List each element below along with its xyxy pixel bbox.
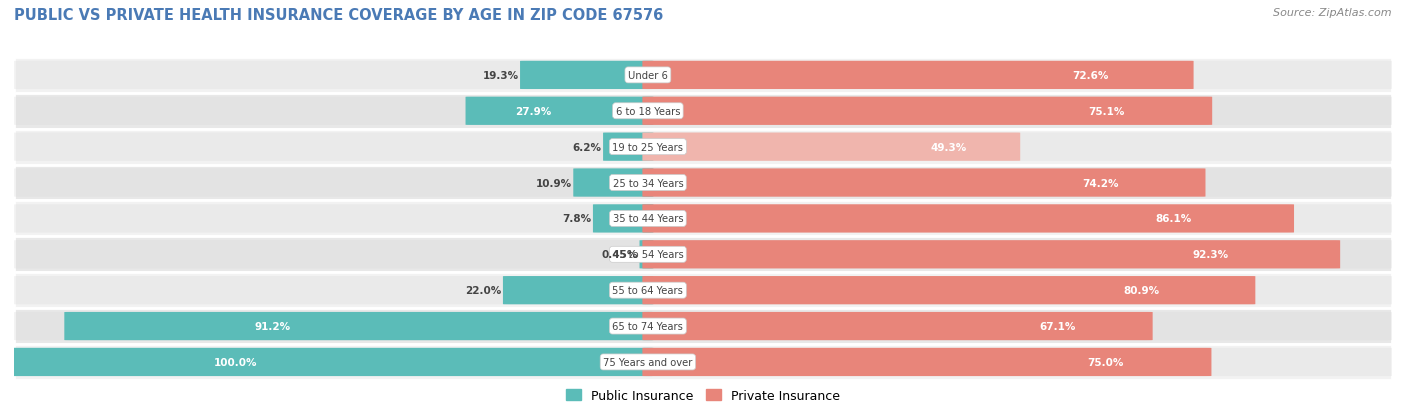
Text: 75.1%: 75.1%: [1088, 107, 1125, 116]
FancyBboxPatch shape: [643, 205, 1294, 233]
Text: 35 to 44 Years: 35 to 44 Years: [613, 214, 683, 224]
FancyBboxPatch shape: [65, 312, 654, 340]
Text: 80.9%: 80.9%: [1123, 285, 1160, 295]
Text: 27.9%: 27.9%: [515, 107, 551, 116]
FancyBboxPatch shape: [8, 348, 654, 376]
FancyBboxPatch shape: [14, 240, 1392, 269]
Text: 91.2%: 91.2%: [254, 321, 290, 331]
FancyBboxPatch shape: [14, 312, 1392, 340]
FancyBboxPatch shape: [643, 97, 1212, 126]
FancyBboxPatch shape: [643, 312, 1153, 340]
Text: 22.0%: 22.0%: [465, 285, 502, 295]
FancyBboxPatch shape: [14, 237, 1392, 273]
Text: 25 to 34 Years: 25 to 34 Years: [613, 178, 683, 188]
Text: 92.3%: 92.3%: [1192, 250, 1229, 260]
Text: 19.3%: 19.3%: [482, 71, 519, 81]
FancyBboxPatch shape: [14, 58, 1392, 94]
Text: 55 to 64 Years: 55 to 64 Years: [613, 285, 683, 295]
FancyBboxPatch shape: [14, 344, 1392, 380]
FancyBboxPatch shape: [14, 201, 1392, 237]
FancyBboxPatch shape: [14, 165, 1392, 201]
FancyBboxPatch shape: [643, 62, 1194, 90]
FancyBboxPatch shape: [14, 348, 1392, 376]
Text: 7.8%: 7.8%: [562, 214, 592, 224]
FancyBboxPatch shape: [14, 97, 1392, 126]
Text: 6 to 18 Years: 6 to 18 Years: [616, 107, 681, 116]
Text: 10.9%: 10.9%: [536, 178, 572, 188]
Text: 75 Years and over: 75 Years and over: [603, 357, 693, 367]
FancyBboxPatch shape: [593, 205, 654, 233]
FancyBboxPatch shape: [14, 276, 1392, 305]
FancyBboxPatch shape: [14, 169, 1392, 197]
FancyBboxPatch shape: [643, 133, 1021, 161]
Text: 72.6%: 72.6%: [1073, 71, 1109, 81]
Legend: Public Insurance, Private Insurance: Public Insurance, Private Insurance: [561, 384, 845, 407]
Text: 74.2%: 74.2%: [1083, 178, 1119, 188]
FancyBboxPatch shape: [640, 241, 654, 269]
FancyBboxPatch shape: [643, 169, 1205, 197]
Text: Source: ZipAtlas.com: Source: ZipAtlas.com: [1274, 8, 1392, 18]
Text: 67.1%: 67.1%: [1039, 321, 1076, 331]
Text: 75.0%: 75.0%: [1087, 357, 1123, 367]
Text: PUBLIC VS PRIVATE HEALTH INSURANCE COVERAGE BY AGE IN ZIP CODE 67576: PUBLIC VS PRIVATE HEALTH INSURANCE COVER…: [14, 8, 664, 23]
FancyBboxPatch shape: [14, 273, 1392, 309]
FancyBboxPatch shape: [465, 97, 654, 126]
Text: 100.0%: 100.0%: [214, 357, 257, 367]
Text: 45 to 54 Years: 45 to 54 Years: [613, 250, 683, 260]
FancyBboxPatch shape: [603, 133, 654, 161]
Text: 86.1%: 86.1%: [1156, 214, 1191, 224]
Text: 19 to 25 Years: 19 to 25 Years: [613, 142, 683, 152]
Text: Under 6: Under 6: [628, 71, 668, 81]
FancyBboxPatch shape: [14, 94, 1392, 129]
FancyBboxPatch shape: [14, 133, 1392, 161]
FancyBboxPatch shape: [14, 205, 1392, 233]
FancyBboxPatch shape: [643, 348, 1212, 376]
FancyBboxPatch shape: [574, 169, 654, 197]
FancyBboxPatch shape: [14, 309, 1392, 344]
FancyBboxPatch shape: [520, 62, 654, 90]
Text: 6.2%: 6.2%: [572, 142, 602, 152]
FancyBboxPatch shape: [14, 62, 1392, 90]
FancyBboxPatch shape: [14, 129, 1392, 165]
Text: 65 to 74 Years: 65 to 74 Years: [613, 321, 683, 331]
FancyBboxPatch shape: [503, 276, 654, 304]
Text: 49.3%: 49.3%: [931, 142, 967, 152]
FancyBboxPatch shape: [643, 241, 1340, 269]
FancyBboxPatch shape: [643, 276, 1256, 304]
Text: 0.45%: 0.45%: [602, 250, 638, 260]
